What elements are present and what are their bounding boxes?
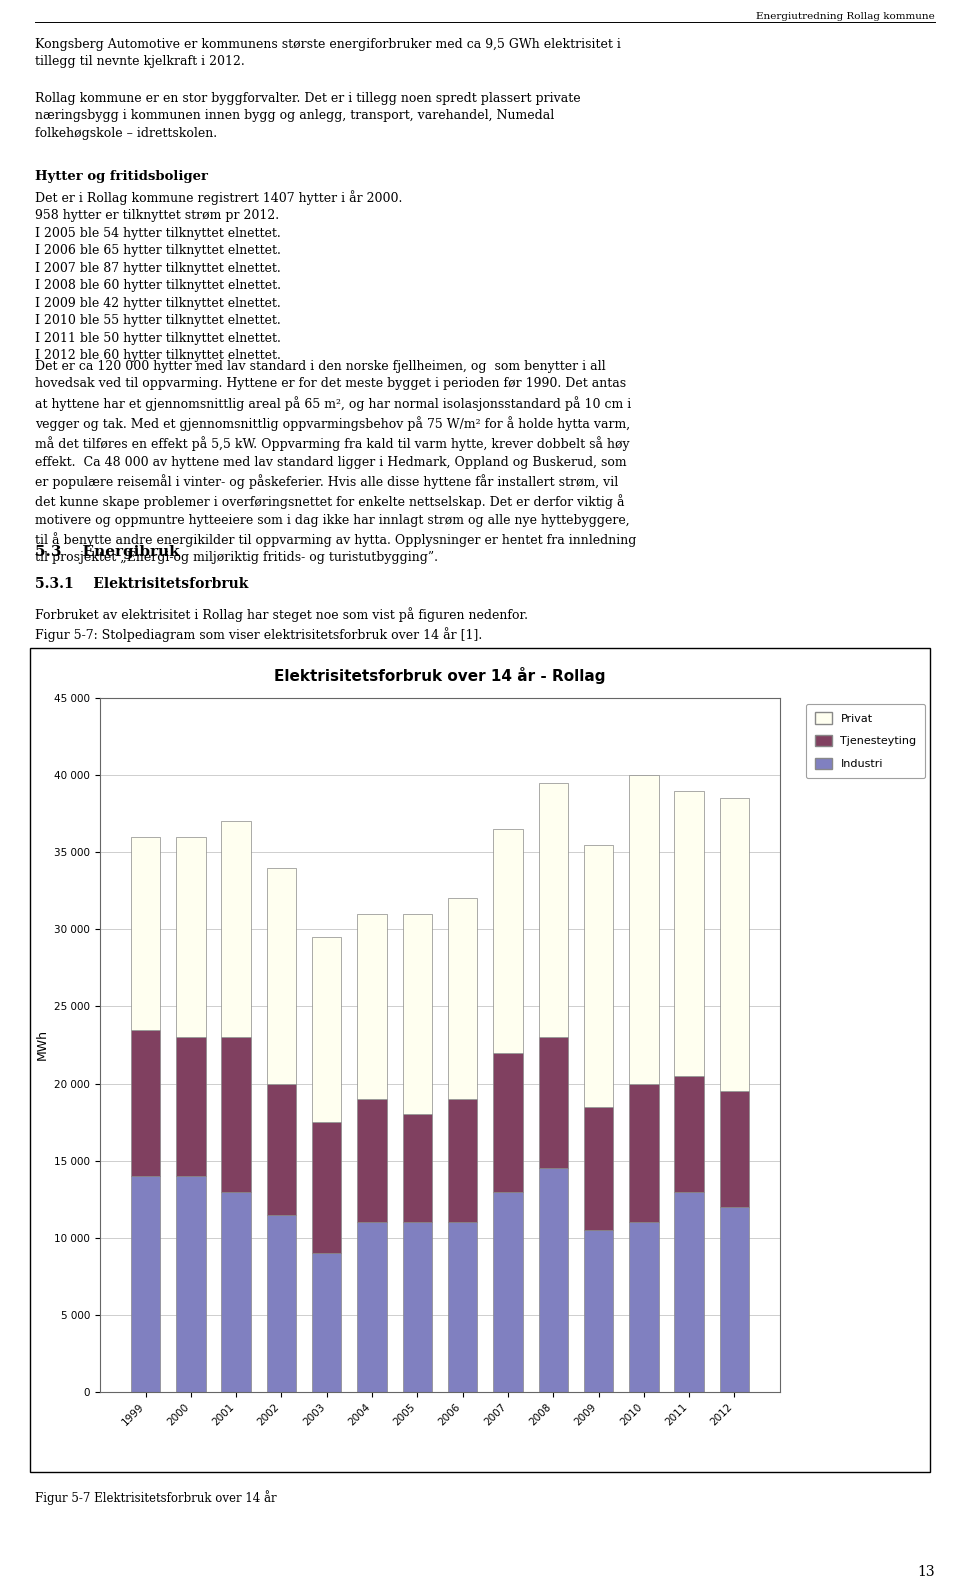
Bar [629, 1084, 659, 1222]
Bar [131, 1030, 160, 1176]
Text: 5.3    Energibruk: 5.3 Energibruk [35, 545, 180, 559]
Bar [493, 829, 522, 1052]
Bar [177, 1038, 205, 1176]
Bar [357, 1222, 387, 1392]
Bar [448, 898, 477, 1100]
Text: Energiutredning Rollag kommune: Energiutredning Rollag kommune [756, 13, 935, 21]
Bar [312, 1254, 342, 1392]
Bar [539, 783, 568, 1038]
Bar [267, 868, 297, 1084]
Text: Kongsberg Automotive er kommunens største energiforbruker med ca 9,5 GWh elektri: Kongsberg Automotive er kommunens størst… [35, 38, 621, 68]
Text: 13: 13 [918, 1565, 935, 1579]
Bar [629, 775, 659, 1084]
Bar [629, 1222, 659, 1392]
Bar [584, 1230, 613, 1392]
Text: Det er i Rollag kommune registrert 1407 hytter i år 2000.
958 hytter er tilknytt: Det er i Rollag kommune registrert 1407 … [35, 191, 402, 362]
Legend: Privat, Tjenesteyting, Industri: Privat, Tjenesteyting, Industri [806, 704, 925, 779]
Bar [539, 1168, 568, 1392]
Bar [357, 914, 387, 1100]
Bar [448, 1222, 477, 1392]
Bar [584, 1106, 613, 1230]
Bar [222, 822, 251, 1038]
Bar [402, 1114, 432, 1222]
Bar [222, 1038, 251, 1192]
Bar [312, 1122, 342, 1254]
Bar [448, 1100, 477, 1222]
Bar [267, 1214, 297, 1392]
Bar [539, 1038, 568, 1168]
Bar [674, 791, 704, 1076]
Y-axis label: MWh: MWh [36, 1030, 49, 1060]
Bar [493, 1192, 522, 1392]
Text: 5.3.1    Elektrisitetsforbruk: 5.3.1 Elektrisitetsforbruk [35, 577, 249, 591]
Text: Det er ca 120 000 hytter med lav standard i den norske fjellheimen, og  som beny: Det er ca 120 000 hytter med lav standar… [35, 361, 636, 564]
Bar [674, 1192, 704, 1392]
Bar [493, 1052, 522, 1192]
Title: Elektrisitetsforbruk over 14 år - Rollag: Elektrisitetsforbruk over 14 år - Rollag [275, 667, 606, 685]
Bar [402, 1222, 432, 1392]
Bar [177, 1176, 205, 1392]
Bar [177, 837, 205, 1038]
Bar [222, 1192, 251, 1392]
Bar [267, 1084, 297, 1214]
Text: Figur 5-7 Elektrisitetsforbruk over 14 år: Figur 5-7 Elektrisitetsforbruk over 14 å… [35, 1490, 276, 1505]
Bar [720, 798, 749, 1092]
Bar [312, 938, 342, 1122]
Bar [720, 1092, 749, 1208]
Bar [131, 1176, 160, 1392]
Bar [357, 1100, 387, 1222]
Bar [674, 1076, 704, 1192]
Text: Rollag kommune er en stor byggforvalter. Det er i tillegg noen spredt plassert p: Rollag kommune er en stor byggforvalter.… [35, 92, 581, 140]
Bar [131, 837, 160, 1030]
Bar [402, 914, 432, 1114]
Bar [584, 844, 613, 1106]
Text: Forbruket av elektrisitet i Rollag har steget noe som vist på figuren nedenfor.
: Forbruket av elektrisitet i Rollag har s… [35, 607, 528, 642]
Text: Hytter og fritidsboliger: Hytter og fritidsboliger [35, 170, 208, 183]
Bar [720, 1208, 749, 1392]
